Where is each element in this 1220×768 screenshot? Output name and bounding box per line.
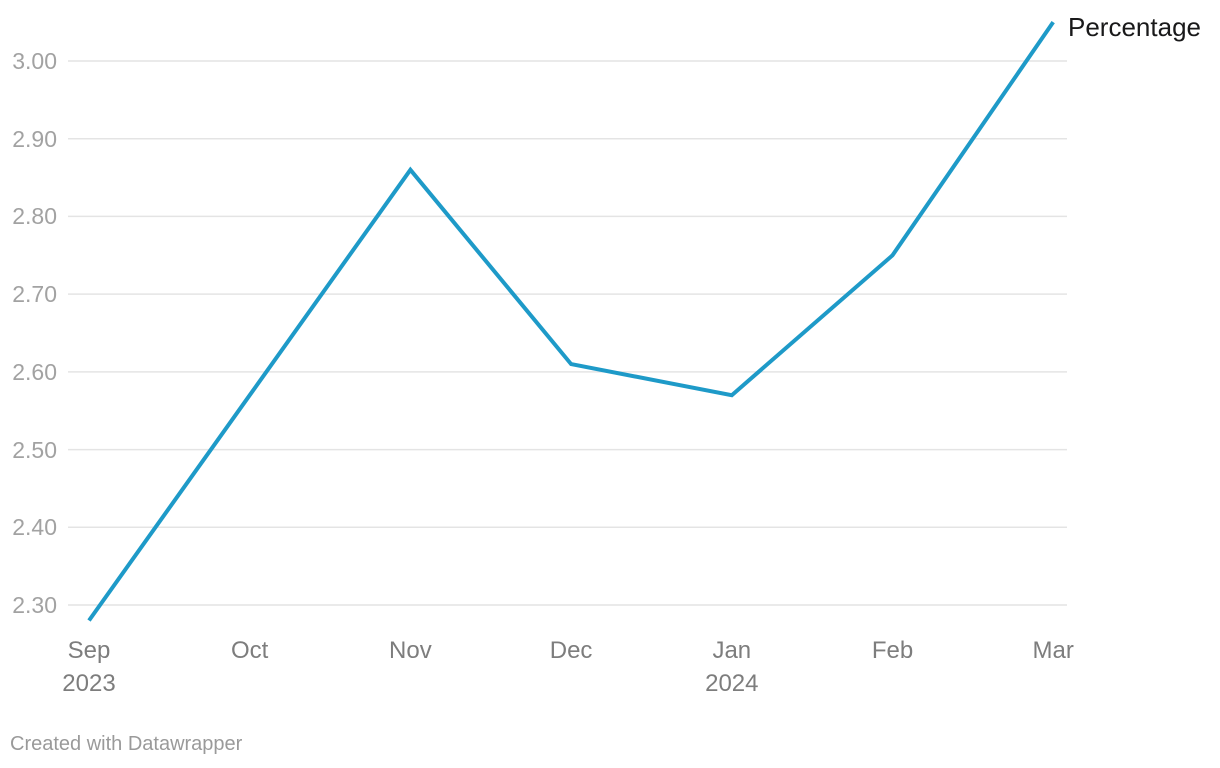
y-tick-label: 3.00 — [12, 48, 57, 74]
x-tick-label-oct: Oct — [231, 637, 269, 664]
x-tick-label-jan: Jan 2024 — [705, 637, 759, 697]
y-tick-label: 2.40 — [12, 514, 57, 541]
x-tick-label-dec: Dec — [549, 637, 593, 664]
y-tick-label: 2.90 — [12, 125, 57, 152]
series-label-percentage: Percentage — [1068, 12, 1201, 42]
y-tick-label: 2.50 — [12, 436, 57, 463]
x-tick-label-mar: Mar — [1032, 637, 1074, 664]
y-tick-label: 2.60 — [12, 358, 57, 385]
x-tick-label-nov: Nov — [389, 637, 432, 664]
data-line-percentage — [87, 20, 1055, 622]
x-tick-label-sep: Sep 2023 — [62, 637, 116, 697]
y-tick-label: 2.80 — [12, 203, 57, 230]
datawrapper-attribution: Created with Datawrapper — [10, 733, 243, 755]
x-tick-label-feb: Feb — [871, 637, 914, 664]
y-tick-label: 2.70 — [12, 281, 57, 308]
y-tick-label: 2.30 — [12, 592, 57, 618]
